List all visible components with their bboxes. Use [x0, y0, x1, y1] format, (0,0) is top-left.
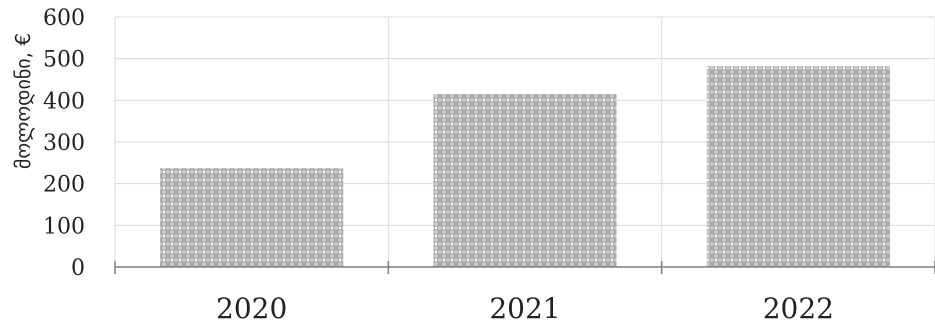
bar-2020: [160, 168, 344, 267]
axes: [114, 261, 935, 274]
y-tick-label: 300: [43, 131, 85, 156]
y-tick-label: 200: [43, 173, 85, 198]
y-tick-label: 500: [43, 48, 85, 73]
y-tick-label: 100: [43, 214, 85, 239]
y-tick-label: 600: [43, 6, 85, 31]
y-tick-label: 400: [43, 89, 85, 114]
y-tick-labels: 0 100 200 300 400 500 600: [43, 6, 85, 281]
x-tick-label: 2021: [489, 292, 560, 325]
bar-2022: [706, 66, 890, 268]
x-tick-labels: 2020 2021 2022: [216, 292, 834, 325]
y-tick-label: 0: [71, 256, 85, 281]
bars: [160, 66, 890, 268]
y-axis-label: მოლოდინი, €: [11, 33, 35, 169]
x-tick-label: 2020: [216, 292, 287, 325]
x-tick-label: 2022: [763, 292, 834, 325]
bar-2021: [433, 94, 617, 267]
